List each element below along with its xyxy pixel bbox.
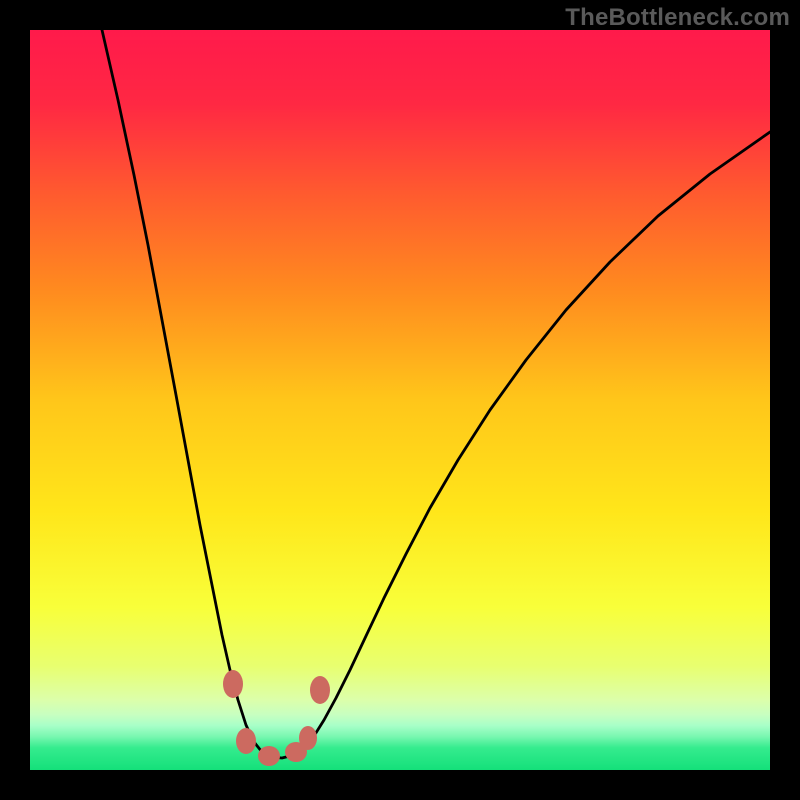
marker-1 <box>236 728 256 754</box>
curve-markers <box>223 670 330 766</box>
marker-2 <box>258 746 280 766</box>
figure-frame: TheBottleneck.com <box>0 0 800 800</box>
curve-layer <box>30 30 770 770</box>
bottleneck-curve <box>102 30 770 758</box>
plot-area <box>30 30 770 770</box>
marker-5 <box>310 676 330 704</box>
watermark-text: TheBottleneck.com <box>565 4 790 32</box>
marker-4 <box>299 726 317 750</box>
marker-0 <box>223 670 243 698</box>
